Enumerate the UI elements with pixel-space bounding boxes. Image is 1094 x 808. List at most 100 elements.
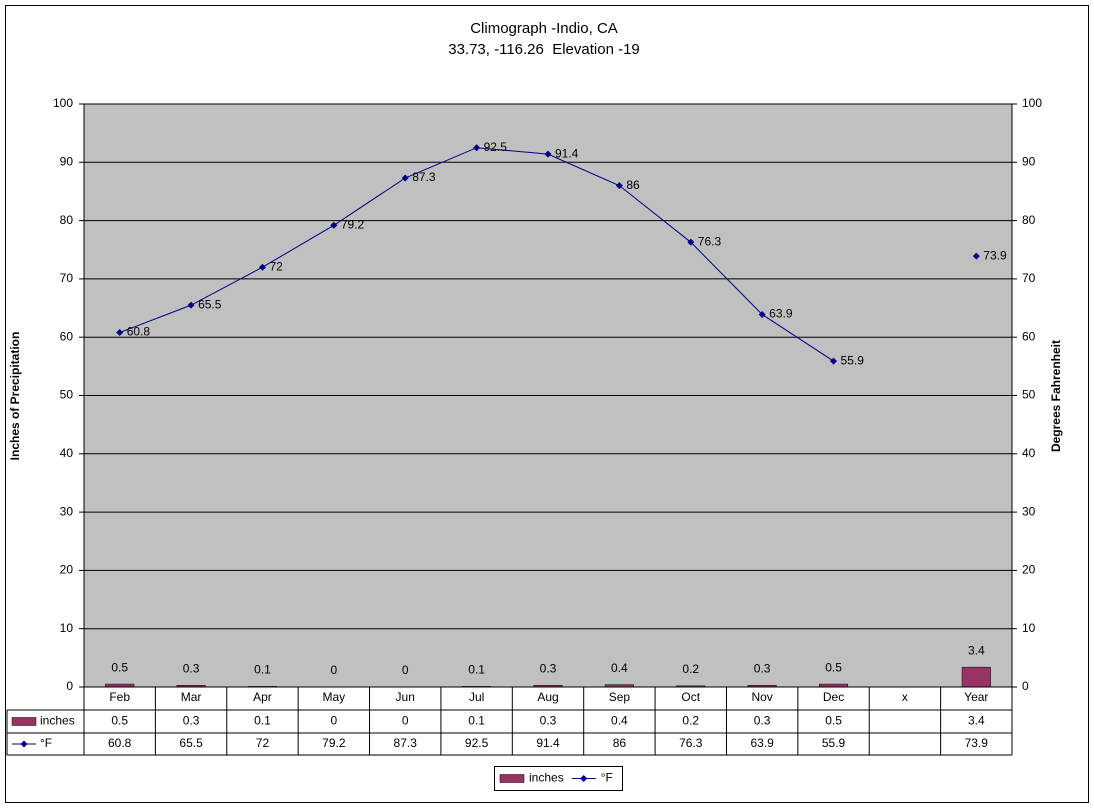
bar: [961, 666, 991, 688]
y-tick-label: 0: [66, 679, 73, 693]
table-cell: 72: [256, 736, 270, 750]
table-row-header: inches: [40, 714, 75, 728]
y-tick-label: 90: [60, 154, 74, 168]
table-cell: 91.4: [536, 736, 560, 750]
bar-label: 0.5: [825, 660, 842, 674]
y2-tick-label: 100: [1022, 96, 1042, 110]
x-tick-label: Feb: [109, 690, 130, 704]
table-cell: 76.3: [679, 736, 703, 750]
table-cell: 3.4: [968, 714, 985, 728]
x-tick-label: Year: [964, 690, 988, 704]
point-label: 92.5: [484, 140, 508, 154]
marker: [972, 252, 980, 260]
legend-key-marker: [580, 775, 588, 782]
table-cell: 0.4: [611, 714, 628, 728]
y2-tick-label: 40: [1022, 446, 1036, 460]
point-label: 91.4: [555, 146, 579, 160]
table-cell: 60.8: [108, 736, 132, 750]
bar-label: 0.1: [468, 663, 485, 677]
marker: [830, 357, 838, 365]
bar-label: 0.4: [611, 661, 628, 675]
y2-axis-title: Degrees Fahrenheit: [1049, 340, 1063, 452]
x-tick-label: Jun: [396, 690, 415, 704]
point-label: 86: [626, 178, 640, 192]
table-cell: 0.3: [183, 714, 200, 728]
point-label: 76.3: [698, 234, 722, 248]
marker: [116, 329, 124, 337]
table-cell: 79.2: [322, 736, 346, 750]
table-cell: 0.3: [754, 714, 771, 728]
y-axis-title: Inches of Precipitation: [8, 332, 22, 461]
bar-label: 0.5: [111, 660, 128, 674]
marker: [401, 174, 409, 182]
chart-subtitle: 33.73, -116.26 Elevation -19: [448, 41, 640, 58]
marker: [187, 301, 195, 309]
x-tick-label: Jul: [469, 690, 484, 704]
y2-tick-label: 10: [1022, 621, 1036, 635]
legend-key: [11, 717, 37, 726]
table-cell: 0: [402, 714, 409, 728]
y-tick-label: 80: [60, 213, 74, 227]
bar-label: 0.3: [540, 661, 557, 675]
table-cell: 63.9: [750, 736, 774, 750]
table-cell: 0.5: [825, 714, 842, 728]
y2-tick-label: 30: [1022, 504, 1036, 518]
point-label: 87.3: [412, 170, 436, 184]
legend-label: inches: [529, 771, 564, 785]
y2-tick-label: 70: [1022, 271, 1036, 285]
table-cell: 0.3: [540, 714, 557, 728]
marker: [687, 238, 695, 246]
legend-key-marker: [20, 740, 28, 748]
x-tick-label: Dec: [823, 690, 844, 704]
table-cell: 0.1: [468, 714, 485, 728]
table-cell: 0: [331, 714, 338, 728]
table-cell: 0.2: [682, 714, 699, 728]
y-tick-label: 60: [60, 329, 74, 343]
bar-label: 3.4: [968, 643, 985, 657]
y2-tick-label: 20: [1022, 563, 1036, 577]
table-cell: 73.9: [965, 736, 989, 750]
y2-tick-label: 80: [1022, 213, 1036, 227]
legend-key: [499, 774, 525, 783]
marker: [544, 150, 552, 158]
table-cell: 92.5: [465, 736, 489, 750]
marker: [758, 310, 766, 318]
bar-label: 0.3: [183, 661, 200, 675]
y-tick-label: 100: [53, 96, 73, 110]
y-tick-label: 50: [60, 388, 74, 402]
bar-label: 0: [331, 663, 338, 677]
x-tick-label: Mar: [181, 690, 202, 704]
x-tick-label: Sep: [609, 690, 631, 704]
bar-label: 0: [402, 663, 409, 677]
table-cell: 55.9: [822, 736, 846, 750]
marker: [258, 263, 266, 271]
point-label: 79.2: [341, 217, 365, 231]
table-cell: 0.5: [111, 714, 128, 728]
legend-label: °F: [601, 771, 613, 785]
point-label: 60.8: [127, 325, 151, 339]
point-label: 63.9: [769, 307, 793, 321]
x-tick-label: Nov: [751, 690, 772, 704]
y-tick-label: 40: [60, 446, 74, 460]
y-tick-label: 10: [60, 621, 74, 635]
bar-label: 0.2: [682, 662, 699, 676]
table-cell: 87.3: [394, 736, 418, 750]
bar-label: 0.1: [254, 663, 271, 677]
table-cell: 65.5: [179, 736, 203, 750]
x-tick-label: Aug: [537, 690, 558, 704]
x-tick-label: May: [323, 690, 346, 704]
point-label: 55.9: [841, 353, 865, 367]
point-label: 73.9: [983, 248, 1007, 262]
x-tick-label: x: [902, 690, 908, 704]
y-tick-label: 30: [60, 504, 74, 518]
y-tick-label: 20: [60, 563, 74, 577]
table-cell: 0.1: [254, 714, 271, 728]
x-tick-label: Oct: [681, 690, 700, 704]
point-label: 65.5: [198, 297, 222, 311]
marker: [473, 144, 481, 152]
y2-tick-label: 90: [1022, 154, 1036, 168]
bar-label: 0.3: [754, 661, 771, 675]
point-label: 72: [269, 259, 283, 273]
chart-title: Climograph -Indio, CA: [470, 20, 618, 37]
marker: [330, 221, 338, 229]
